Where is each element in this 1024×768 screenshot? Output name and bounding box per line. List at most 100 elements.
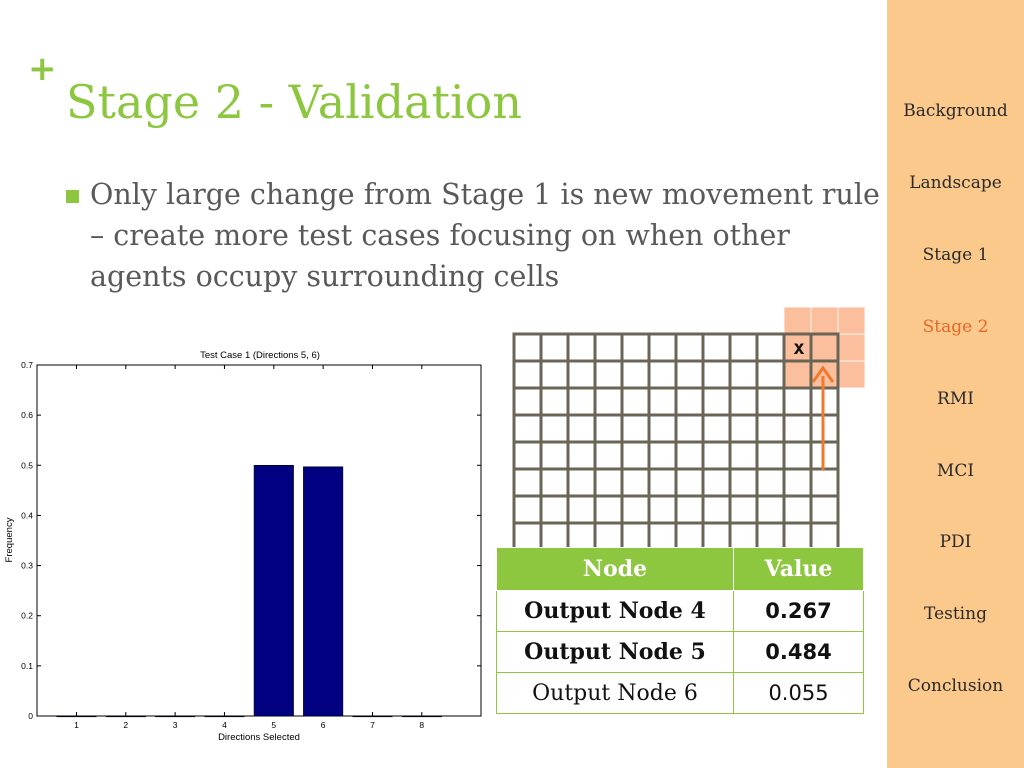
bar-chart: Test Case 1 (Directions 5, 6) 0 0.1 0.2 0.3… xyxy=(4,350,482,743)
grid-cell xyxy=(728,494,759,525)
grid-cell xyxy=(782,413,813,444)
slide-title: Stage 2 - Validation xyxy=(66,75,523,129)
grid-cell xyxy=(809,494,840,525)
grid-cell xyxy=(755,521,786,552)
grid-cell xyxy=(593,359,624,390)
sidebar-item-stage-1[interactable]: Stage 1 xyxy=(922,245,989,265)
x-tick-label: 2 xyxy=(123,720,128,730)
y-tick-label: 0.6 xyxy=(21,410,33,420)
grid-cell xyxy=(593,332,624,363)
x-tick-label: 3 xyxy=(173,720,178,730)
table-cell-value: 0.484 xyxy=(733,631,864,673)
grid-cell xyxy=(620,440,651,471)
grid-cell xyxy=(512,359,543,390)
grid-cell xyxy=(755,413,786,444)
table-cell-node: Output Node 6 xyxy=(496,672,734,714)
table-header-node: Node xyxy=(496,547,734,591)
sidebar-item-testing[interactable]: Testing xyxy=(924,604,987,624)
table-row: Output Node 6 0.055 xyxy=(496,672,864,714)
sidebar-item-conclusion[interactable]: Conclusion xyxy=(907,676,1004,696)
grid-cell xyxy=(620,467,651,498)
chart-x-axis-label: Directions Selected xyxy=(218,732,300,743)
grid-cell xyxy=(755,386,786,417)
neighborhood-highlight xyxy=(784,307,865,388)
grid-cell xyxy=(647,332,678,363)
grid-cell xyxy=(755,467,786,498)
plus-icon: + xyxy=(28,49,57,89)
grid-cell xyxy=(620,521,651,552)
bullet-text: Only large change from Stage 1 is new mo… xyxy=(90,178,880,293)
x-tick-label: 5 xyxy=(271,720,276,730)
grid-cell xyxy=(593,521,624,552)
bar xyxy=(204,715,245,718)
grid-cell xyxy=(539,440,570,471)
grid-cell xyxy=(647,413,678,444)
sidebar-item-mci[interactable]: MCI xyxy=(936,461,975,481)
grid-cell xyxy=(809,521,840,552)
sidebar-item-rmi[interactable]: RMI xyxy=(937,389,974,409)
grid-cell xyxy=(539,494,570,525)
sidebar-item-pdi[interactable]: PDI xyxy=(939,532,972,552)
x-tick-label: 8 xyxy=(419,720,424,730)
sidebar-item-landscape[interactable]: Landscape xyxy=(909,173,1002,193)
grid-cell xyxy=(539,413,570,444)
grid-cell xyxy=(647,386,678,417)
y-tick-label: 0.4 xyxy=(21,510,33,520)
y-tick-label: 0.5 xyxy=(21,460,33,470)
table-cell-value: 0.055 xyxy=(733,672,864,714)
table-row: Output Node 4 0.267 xyxy=(496,590,864,632)
grid-cell xyxy=(620,494,651,525)
grid-cell xyxy=(701,467,732,498)
y-tick-label: 0.1 xyxy=(21,661,33,671)
grid-cell xyxy=(674,359,705,390)
bar xyxy=(155,715,196,718)
grid-cell xyxy=(539,521,570,552)
grid-cell xyxy=(512,467,543,498)
grid-cell xyxy=(782,386,813,417)
grid-cell xyxy=(728,413,759,444)
grid-cell xyxy=(674,386,705,417)
grid-cell xyxy=(701,521,732,552)
output-node-table: Node Value Output Node 4 0.267 Output No… xyxy=(496,547,864,714)
grid-cell xyxy=(593,494,624,525)
grid-cell xyxy=(539,332,570,363)
x-tick-label: 7 xyxy=(370,720,375,730)
grid-cell xyxy=(512,413,543,444)
table-header-value: Value xyxy=(733,547,864,591)
y-tick-label: 0.3 xyxy=(21,561,33,571)
sidebar-item-background[interactable]: Background xyxy=(903,101,1008,121)
y-tick-label: 0.7 xyxy=(21,360,33,370)
grid-cell xyxy=(755,332,786,363)
movement-arrow-icon xyxy=(811,365,835,383)
bar xyxy=(56,715,97,718)
grid-cell xyxy=(539,386,570,417)
grid-cell xyxy=(566,494,597,525)
grid-cell xyxy=(674,332,705,363)
y-tick-label: 0.2 xyxy=(21,611,33,621)
table-cell-value: 0.267 xyxy=(733,590,864,632)
bar xyxy=(253,464,294,717)
grid-cell xyxy=(593,413,624,444)
grid-cell xyxy=(728,332,759,363)
grid-cell xyxy=(701,440,732,471)
table-row: Output Node 5 0.484 xyxy=(496,631,864,673)
grid-cell xyxy=(728,440,759,471)
grid-cell xyxy=(728,386,759,417)
x-tick-label: 6 xyxy=(321,720,326,730)
grid-cell xyxy=(755,440,786,471)
grid-cell xyxy=(782,467,813,498)
table-cell-node: Output Node 4 xyxy=(496,590,734,632)
bar xyxy=(105,715,146,718)
movement-grid-diagram: x xyxy=(512,306,866,552)
grid-cell xyxy=(593,467,624,498)
grid-cell xyxy=(566,332,597,363)
grid-cell xyxy=(647,521,678,552)
grid-cell xyxy=(647,440,678,471)
grid-cell xyxy=(647,359,678,390)
grid-cell xyxy=(620,359,651,390)
grid-cell xyxy=(566,359,597,390)
grid-cell xyxy=(539,359,570,390)
y-tick-label: 0 xyxy=(28,711,33,721)
sidebar-item-stage-2[interactable]: Stage 2 xyxy=(922,317,989,337)
grid-cell xyxy=(701,359,732,390)
